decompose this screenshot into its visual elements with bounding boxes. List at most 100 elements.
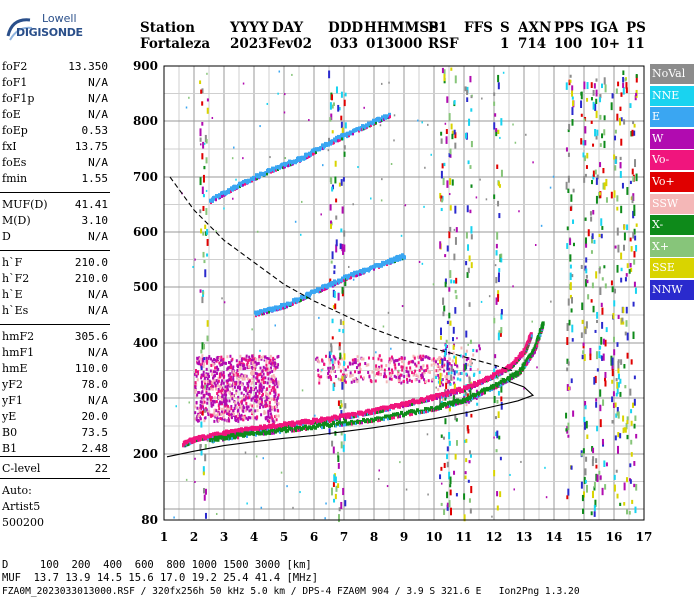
stripe-point xyxy=(465,232,468,239)
echo-point xyxy=(249,393,252,397)
echo-point xyxy=(214,366,217,370)
trace-point xyxy=(542,325,545,329)
echo-point xyxy=(262,365,265,369)
echo-point xyxy=(432,357,435,361)
echo-point xyxy=(405,377,408,381)
echo-point xyxy=(255,455,258,458)
echo-point xyxy=(243,377,246,381)
stripe-point xyxy=(634,506,637,514)
stripe-point xyxy=(570,378,573,384)
trace-point xyxy=(430,406,433,411)
echo-point xyxy=(260,398,263,402)
echo-point xyxy=(265,363,268,367)
trace-point xyxy=(284,426,287,431)
trace-point xyxy=(360,126,363,131)
echo-point xyxy=(203,400,206,404)
stripe-point xyxy=(629,103,632,109)
echo-point xyxy=(252,387,255,391)
echo-point xyxy=(370,197,372,200)
echo-point xyxy=(195,374,198,378)
echo-point xyxy=(357,370,360,374)
stripe-point xyxy=(617,367,620,374)
echo-point xyxy=(431,377,434,381)
stripe-point xyxy=(611,93,614,99)
echo-point xyxy=(213,396,216,400)
stripe-point xyxy=(494,113,497,117)
echo-point xyxy=(220,385,223,389)
echo-point xyxy=(354,361,357,365)
stripe-point xyxy=(334,493,337,500)
echo-point xyxy=(219,389,222,393)
stripe-point xyxy=(584,468,587,476)
echo-point xyxy=(201,362,204,366)
trace-point xyxy=(332,420,335,425)
stripe-point xyxy=(572,100,575,107)
stripe-point xyxy=(205,157,208,164)
stripe-point xyxy=(585,243,588,248)
stripe-point xyxy=(630,359,633,365)
param-value: 22 xyxy=(94,462,108,475)
echo-point xyxy=(255,386,258,390)
stripe-point xyxy=(613,349,616,356)
echo-point xyxy=(338,378,341,382)
stripe-point xyxy=(635,74,638,83)
echo-point xyxy=(422,354,425,358)
echo-point xyxy=(222,388,225,392)
echo-point xyxy=(437,373,440,377)
stripe-point xyxy=(446,446,449,452)
echo-point xyxy=(393,139,395,142)
trace-point xyxy=(389,257,392,262)
echo-point xyxy=(512,123,514,126)
echo-point xyxy=(259,372,262,376)
stripe-point xyxy=(601,307,604,315)
echo-point xyxy=(207,356,210,360)
stripe-point xyxy=(496,164,499,169)
stripe-point xyxy=(439,241,442,249)
echo-point xyxy=(224,397,227,401)
stripe-point xyxy=(453,370,456,376)
stripe-point xyxy=(565,147,568,152)
echo-point xyxy=(201,373,204,377)
echo-point xyxy=(277,414,280,418)
stripe-point xyxy=(449,484,452,488)
stripe-point xyxy=(612,391,615,397)
echo-point xyxy=(255,417,258,421)
echo-point xyxy=(198,362,201,366)
stripe-point xyxy=(593,486,596,491)
echo-point xyxy=(240,359,243,363)
stripe-point xyxy=(201,296,204,304)
echo-point xyxy=(460,346,463,350)
echo-point xyxy=(246,502,248,505)
echo-point xyxy=(236,386,239,390)
trace-point xyxy=(350,276,352,280)
trace-point xyxy=(328,423,331,428)
echo-point xyxy=(442,365,445,369)
echo-point xyxy=(246,386,249,390)
stripe-point xyxy=(337,462,340,469)
echo-point xyxy=(443,369,446,373)
stripe-point xyxy=(633,461,636,466)
echo-point xyxy=(207,412,209,415)
trace-point xyxy=(510,364,513,369)
echo-point xyxy=(239,363,242,367)
stripe-point xyxy=(569,238,572,246)
echo-point xyxy=(205,356,208,360)
echo-point xyxy=(423,371,426,375)
trace-point xyxy=(423,410,425,414)
echo-point xyxy=(218,361,221,365)
trace-point xyxy=(501,371,504,375)
trace-point xyxy=(402,405,404,409)
echo-point xyxy=(235,389,238,393)
echo-point xyxy=(242,418,245,422)
echo-point xyxy=(232,382,235,386)
stripe-point xyxy=(566,226,569,231)
echo-point xyxy=(252,416,255,420)
trace-point xyxy=(390,259,393,264)
echo-point xyxy=(475,396,478,400)
param-name: M(D) xyxy=(2,214,31,227)
echo-point xyxy=(269,408,272,412)
echo-point xyxy=(275,380,278,384)
stripe-point xyxy=(611,286,614,293)
echo-point xyxy=(220,410,223,414)
stripe-point xyxy=(204,453,207,462)
